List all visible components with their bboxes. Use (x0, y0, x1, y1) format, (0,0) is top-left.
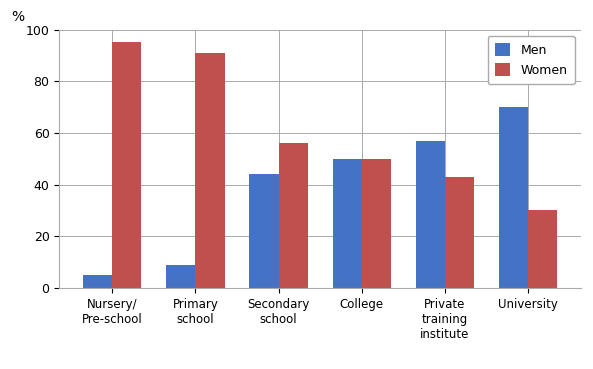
Legend: Men, Women: Men, Women (488, 36, 575, 84)
Bar (166, 265, 195, 288)
Bar (362, 159, 391, 288)
Bar (112, 42, 141, 288)
Bar (83, 275, 112, 288)
Bar (333, 159, 362, 288)
Bar (499, 107, 528, 288)
Bar (445, 177, 474, 288)
Bar (528, 210, 557, 288)
Bar (195, 53, 225, 288)
Bar (279, 143, 308, 288)
Bar (250, 174, 279, 288)
Y-axis label: %: % (11, 10, 24, 24)
Bar (416, 141, 445, 288)
